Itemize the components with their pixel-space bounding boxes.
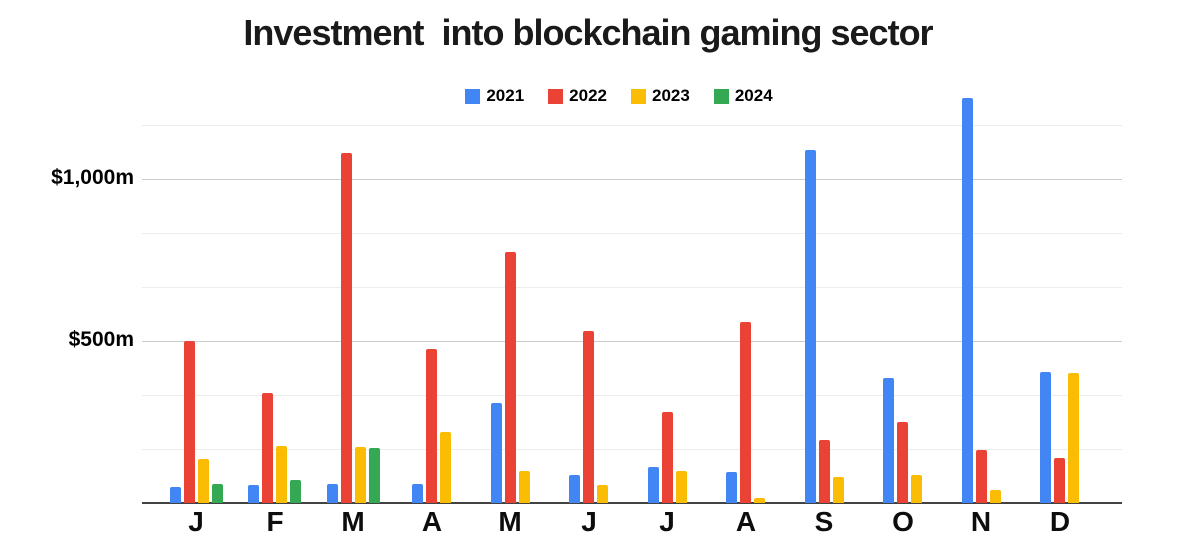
x-axis-label: M <box>341 506 365 537</box>
bar-2022-11 <box>976 450 987 503</box>
bar-2022-12 <box>1054 458 1065 503</box>
bar-2023-8 <box>754 498 765 503</box>
x-axis-label: S <box>814 506 834 537</box>
legend-item-2023: 2023 <box>631 86 690 106</box>
x-axis-label: J <box>581 506 597 537</box>
bar-2021-1 <box>170 487 181 503</box>
y-axis-label: $1,000m <box>51 166 134 189</box>
bar-2021-3 <box>327 484 338 503</box>
legend-swatch-2022 <box>548 88 564 104</box>
bar-2023-6 <box>597 485 608 503</box>
bar-2024-2 <box>290 480 301 503</box>
bar-2021-6 <box>569 475 580 503</box>
bar-2023-5 <box>519 471 530 503</box>
bar-2021-7 <box>648 467 659 503</box>
bar-2022-3 <box>341 153 352 503</box>
x-axis-label: F <box>266 506 284 537</box>
gridline-major <box>142 179 1122 180</box>
bar-2022-4 <box>426 349 437 503</box>
bar-2021-12 <box>1040 372 1051 503</box>
bar-2022-6 <box>583 331 594 503</box>
bar-2024-3 <box>369 448 380 503</box>
legend-item-2024: 2024 <box>713 86 773 106</box>
legend-swatch-2023 <box>631 88 646 104</box>
bar-2022-8 <box>740 322 751 503</box>
legend-label-2023: 2023 <box>652 86 690 105</box>
bar-2021-11 <box>962 98 973 503</box>
x-axis-label: A <box>421 506 443 537</box>
bar-2021-2 <box>248 485 259 503</box>
bar-2022-5 <box>505 252 516 503</box>
gridline-minor <box>142 287 1122 288</box>
gridline-minor <box>142 233 1122 234</box>
bar-2023-7 <box>676 471 687 503</box>
bar-2022-2 <box>262 393 273 503</box>
y-axis-label: $500m <box>68 328 134 351</box>
bar-2023-11 <box>990 490 1001 503</box>
gridline-minor <box>142 449 1122 450</box>
legend-swatch-2021 <box>465 88 481 104</box>
bar-2023-9 <box>833 477 844 503</box>
bar-2021-4 <box>412 484 423 503</box>
bar-2022-1 <box>184 341 195 503</box>
x-axis-line <box>142 502 1122 504</box>
legend-label-2022: 2022 <box>569 86 607 105</box>
x-axis-label: A <box>735 506 757 537</box>
x-axis-label: M <box>498 506 522 537</box>
legend-swatch-2024 <box>713 88 729 104</box>
x-axis-label: J <box>659 506 675 537</box>
bar-2021-8 <box>726 472 737 503</box>
bar-2022-10 <box>897 422 908 503</box>
legend-item-2021: 2021 <box>465 86 524 106</box>
bar-2021-9 <box>805 150 816 503</box>
x-axis-label: D <box>1049 506 1071 537</box>
legend-item-2022: 2022 <box>548 86 607 106</box>
bar-2022-7 <box>662 412 673 503</box>
bar-2023-1 <box>198 459 209 503</box>
gridline-minor <box>142 395 1122 396</box>
legend: 2021 2022 2023 2024 <box>0 86 1200 106</box>
x-axis-label: J <box>188 506 204 537</box>
gridline-major <box>142 341 1122 342</box>
bar-2022-9 <box>819 440 830 503</box>
chart-title: Investment into blockchain gaming sector <box>243 12 933 53</box>
bar-2024-1 <box>212 484 223 503</box>
bar-2021-5 <box>491 403 502 503</box>
bar-2023-3 <box>355 447 366 503</box>
bar-2023-4 <box>440 432 451 503</box>
legend-label-2021: 2021 <box>486 86 525 105</box>
bar-2023-12 <box>1068 373 1079 503</box>
legend-label-2024: 2024 <box>734 86 773 105</box>
x-axis-label: N <box>970 506 992 537</box>
gridline-minor <box>142 125 1122 126</box>
bar-2023-10 <box>911 475 922 503</box>
bar-2023-2 <box>276 446 287 503</box>
x-axis-label: O <box>892 506 914 537</box>
bar-2021-10 <box>883 378 894 503</box>
